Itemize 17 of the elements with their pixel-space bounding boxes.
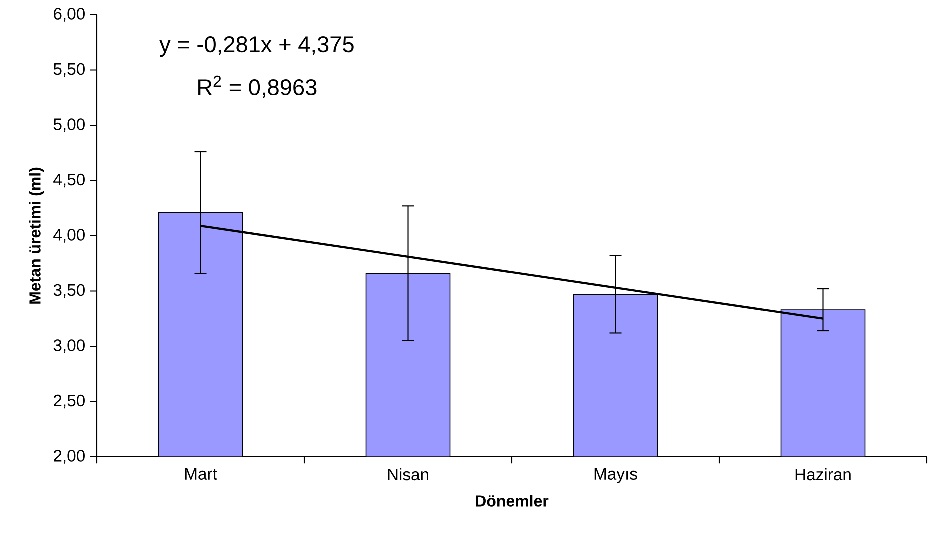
x-tick-label: Mayıs xyxy=(594,468,638,484)
y-axis-title: Metan üretimi (ml) xyxy=(29,168,44,304)
y-tick-label: 3,50 xyxy=(54,284,85,298)
y-tick-label: 5,00 xyxy=(54,118,85,132)
x-tick-label: Mart xyxy=(185,468,218,480)
y-tick-label: 6,00 xyxy=(54,8,85,22)
annotation: R$^{2}$ = 0,8963 xyxy=(198,76,317,98)
x-tick-label: Nisan xyxy=(388,468,428,481)
x-axis-title: Dönemler xyxy=(476,495,549,507)
annotation: y = -0,281x + 4,375 xyxy=(160,36,354,58)
y-tick-label: 4,50 xyxy=(54,174,85,188)
y-tick-label: 5,50 xyxy=(54,63,85,78)
y-tick-label: 2,50 xyxy=(54,394,85,409)
y-tick-label: 4,00 xyxy=(54,229,85,243)
y-tick-label: 3,00 xyxy=(54,340,85,354)
x-tick-label: Haziran xyxy=(796,468,851,481)
y-tick-label: 2,00 xyxy=(54,450,85,464)
